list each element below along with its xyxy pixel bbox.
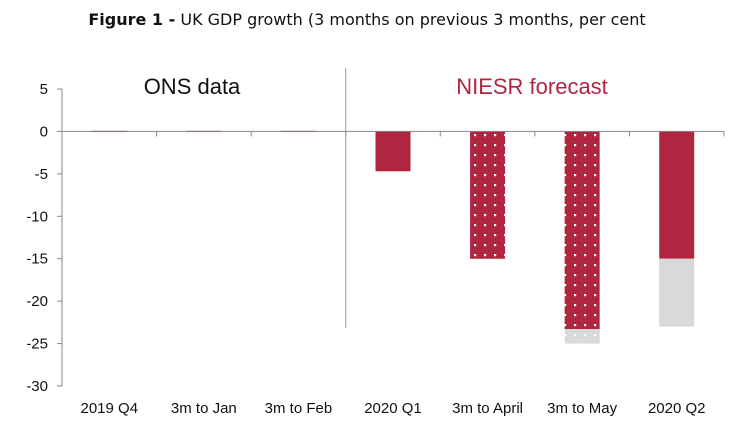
y-tick-label: -20	[26, 293, 48, 310]
x-tick-label: 3m to Feb	[265, 400, 333, 417]
y-tick-label: -10	[26, 208, 48, 225]
bar	[470, 131, 506, 259]
bar	[659, 258, 695, 327]
y-tick-label: -5	[35, 166, 48, 183]
ons-data-label: ONS data	[144, 74, 241, 99]
y-tick-label: -25	[26, 336, 48, 353]
x-tick-label: 2020 Q1	[364, 400, 422, 417]
bar	[564, 131, 600, 330]
x-tick-label: 3m to April	[452, 400, 523, 417]
bar	[659, 131, 695, 259]
figure-caption: UK GDP growth (3 months on previous 3 mo…	[180, 10, 646, 29]
niesr-forecast-label: NIESR forecast	[456, 74, 608, 99]
bar	[375, 131, 411, 172]
x-tick-label: 2020 Q2	[648, 400, 706, 417]
y-tick-label: 0	[40, 123, 48, 140]
y-tick-label: 5	[40, 81, 48, 98]
figure-number: Figure 1 -	[88, 10, 176, 29]
y-tick-label: -30	[26, 378, 48, 395]
chart-title: Figure 1 - UK GDP growth (3 months on pr…	[0, 10, 734, 29]
bar	[564, 329, 600, 344]
y-tick-label: -15	[26, 251, 48, 268]
x-tick-label: 2019 Q4	[81, 400, 139, 417]
x-tick-label: 3m to Jan	[171, 400, 237, 417]
x-tick-label: 3m to May	[547, 400, 618, 417]
